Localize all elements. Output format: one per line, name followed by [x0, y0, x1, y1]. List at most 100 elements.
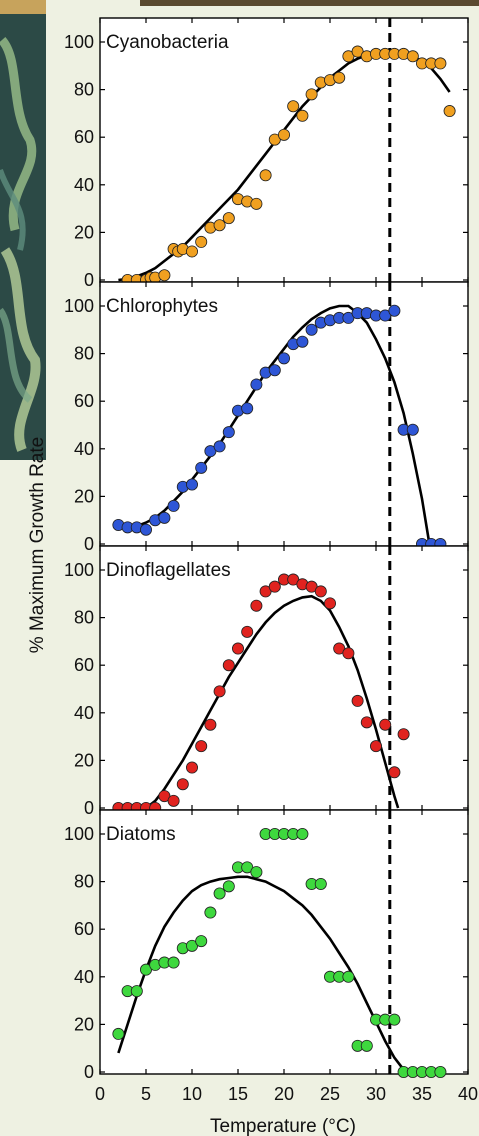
panel-frame [99, 545, 469, 811]
x-tick-label: 15 [228, 1084, 248, 1104]
data-point [406, 50, 419, 63]
data-point [314, 877, 327, 890]
fit-curve-diatoms [117, 875, 411, 1074]
data-point [388, 304, 401, 317]
data-point [342, 647, 355, 660]
y-tick-label: 0 [84, 798, 94, 818]
data-point [167, 956, 180, 969]
data-point [379, 718, 392, 731]
data-point [277, 352, 290, 365]
data-point [222, 880, 235, 893]
y-tick-label: 40 [74, 175, 94, 195]
data-point [158, 269, 171, 282]
data-point [213, 440, 226, 453]
data-point [195, 461, 208, 474]
data-point [443, 105, 456, 118]
x-tick-label: 0 [95, 1084, 105, 1104]
data-point [241, 625, 254, 638]
y-tick-label: 20 [74, 750, 94, 770]
data-point [213, 219, 226, 232]
data-point [231, 642, 244, 655]
y-tick-label: 80 [74, 80, 94, 100]
data-point [323, 597, 336, 610]
data-point [342, 970, 355, 983]
y-tick-label: 80 [74, 344, 94, 364]
data-point [167, 794, 180, 807]
data-point [296, 335, 309, 348]
data-point [305, 88, 318, 101]
data-point [388, 766, 401, 779]
panel-title: Dinoflagellates [106, 560, 231, 581]
data-point [259, 169, 272, 182]
y-tick-label: 100 [64, 32, 94, 52]
panel-cyanobacteria: 0 20 40 60 80 100 Cyanobacteria [64, 17, 469, 290]
data-point [112, 1027, 125, 1040]
data-point [250, 378, 263, 391]
panel-title: Chlorophytes [106, 296, 218, 317]
data-point [195, 235, 208, 248]
data-point [139, 523, 152, 536]
y-tick-label: 20 [74, 486, 94, 506]
x-tick-label: 5 [141, 1084, 151, 1104]
data-point [333, 71, 346, 84]
data-point [204, 906, 217, 919]
data-point [222, 212, 235, 225]
y-tick-label: 0 [84, 270, 94, 290]
panel-diatoms: 0 20 40 60 80 100 Diatoms [64, 809, 469, 1082]
data-point [213, 887, 226, 900]
data-point [397, 728, 410, 741]
data-point [351, 694, 364, 707]
y-tick-label: 40 [74, 703, 94, 723]
data-point [241, 402, 254, 415]
data-point [296, 828, 309, 841]
data-point [305, 323, 318, 336]
y-tick-label: 80 [74, 872, 94, 892]
fit-curve-dinoflagellates [145, 594, 400, 810]
data-point [296, 109, 309, 122]
y-tick-label: 100 [64, 560, 94, 580]
data-point [222, 426, 235, 439]
data-point [195, 740, 208, 753]
y-tick-label: 60 [74, 391, 94, 411]
data-point [287, 100, 300, 113]
y-tick-label: 100 [64, 296, 94, 316]
data-point [213, 685, 226, 698]
y-tick-label: 20 [74, 222, 94, 242]
panel-frame [99, 281, 469, 547]
data-point [222, 659, 235, 672]
data-point [434, 1066, 447, 1079]
x-tick-label: 10 [182, 1084, 202, 1104]
data-point [268, 580, 281, 593]
data-point [158, 511, 171, 524]
panel-dinoflagellates: 0 20 40 60 80 100 Dinoflagellates [64, 545, 469, 818]
data-point [388, 1013, 401, 1026]
panel-title: Cyanobacteria [106, 32, 229, 53]
data-point [185, 761, 198, 774]
y-tick-label: 100 [64, 824, 94, 844]
x-tick-label: 40 [458, 1084, 478, 1104]
x-tick-label: 30 [366, 1084, 386, 1104]
data-point [360, 716, 373, 729]
data-point [176, 778, 189, 791]
data-point [360, 1039, 373, 1052]
data-point [277, 128, 290, 141]
y-tick-label: 60 [74, 127, 94, 147]
data-point [434, 57, 447, 70]
y-tick-label: 40 [74, 439, 94, 459]
y-tick-label: 0 [84, 1062, 94, 1082]
x-tick-label: 25 [320, 1084, 340, 1104]
y-tick-label: 0 [84, 534, 94, 554]
data-point [250, 197, 263, 210]
y-tick-label: 60 [74, 655, 94, 675]
y-tick-label: 60 [74, 919, 94, 939]
x-tick-label: 20 [274, 1084, 294, 1104]
data-point [268, 364, 281, 377]
data-point [185, 245, 198, 258]
x-axis-label: Temperature (°C) [210, 1116, 356, 1136]
panel-chlorophytes: 0 20 40 60 80 100 Chlorophytes [64, 281, 469, 554]
y-axis-label: % Maximum Growth Rate [27, 437, 48, 653]
data-point [185, 478, 198, 491]
data-point [195, 935, 208, 948]
panel-frame [99, 17, 469, 283]
